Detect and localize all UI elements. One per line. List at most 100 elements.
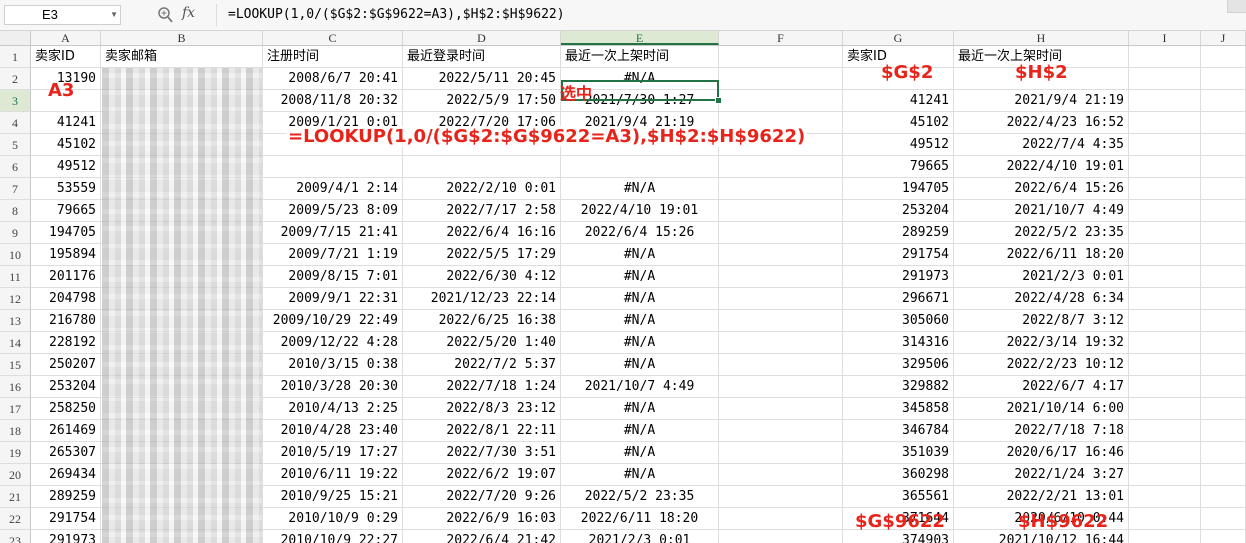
cell-f[interactable] <box>719 90 843 112</box>
cell-c[interactable]: 注册时间 <box>263 46 403 68</box>
cell-a[interactable]: 269434 <box>31 464 101 486</box>
cell-j[interactable] <box>1201 508 1246 530</box>
cell-h[interactable]: 2022/6/11 18:20 <box>954 244 1129 266</box>
cell-i[interactable] <box>1129 178 1201 200</box>
cell-j[interactable] <box>1201 530 1246 543</box>
cell-i[interactable] <box>1129 288 1201 310</box>
cell-d[interactable]: 2022/7/20 9:26 <box>403 486 561 508</box>
cell-i[interactable] <box>1129 266 1201 288</box>
row-number[interactable]: 11 <box>0 266 31 288</box>
cell-f[interactable] <box>719 530 843 543</box>
row-number[interactable]: 5 <box>0 134 31 156</box>
cell-j[interactable] <box>1201 134 1246 156</box>
cell-j[interactable] <box>1201 376 1246 398</box>
cell-d[interactable]: 2022/7/30 3:51 <box>403 442 561 464</box>
cell-h[interactable]: 最近一次上架时间 <box>954 46 1129 68</box>
cell-g[interactable]: 365561 <box>843 486 954 508</box>
cell-a[interactable] <box>31 90 101 112</box>
cell-d[interactable] <box>403 156 561 178</box>
cell-e[interactable]: #N/A <box>561 244 719 266</box>
cell-i[interactable] <box>1129 222 1201 244</box>
cell-i[interactable] <box>1129 244 1201 266</box>
cell-h[interactable]: 2022/4/10 19:01 <box>954 156 1129 178</box>
cell-h[interactable]: 2022/4/28 6:34 <box>954 288 1129 310</box>
cell-f[interactable] <box>719 398 843 420</box>
cell-g[interactable]: 329882 <box>843 376 954 398</box>
cell-e[interactable]: 2021/10/7 4:49 <box>561 376 719 398</box>
cell-j[interactable] <box>1201 222 1246 244</box>
cell-f[interactable] <box>719 266 843 288</box>
cell-j[interactable] <box>1201 464 1246 486</box>
column-header-c[interactable]: C <box>263 31 403 45</box>
cell-i[interactable] <box>1129 508 1201 530</box>
cell-c[interactable]: 2010/5/19 17:27 <box>263 442 403 464</box>
cell-c[interactable]: 2009/12/22 4:28 <box>263 332 403 354</box>
cell-j[interactable] <box>1201 332 1246 354</box>
cell-a[interactable]: 195894 <box>31 244 101 266</box>
cell-c[interactable]: 2009/10/29 22:49 <box>263 310 403 332</box>
cell-a[interactable]: 253204 <box>31 376 101 398</box>
cell-c[interactable]: 2009/9/1 22:31 <box>263 288 403 310</box>
cell-c[interactable]: 2009/5/23 8:09 <box>263 200 403 222</box>
cell-c[interactable]: 2009/8/15 7:01 <box>263 266 403 288</box>
row-number[interactable]: 20 <box>0 464 31 486</box>
cell-f[interactable] <box>719 46 843 68</box>
cell-a[interactable]: 45102 <box>31 134 101 156</box>
cell-e[interactable]: #N/A <box>561 442 719 464</box>
cell-a[interactable]: 250207 <box>31 354 101 376</box>
row-number[interactable]: 13 <box>0 310 31 332</box>
cell-j[interactable] <box>1201 156 1246 178</box>
cell-g[interactable]: 351039 <box>843 442 954 464</box>
cell-f[interactable] <box>719 332 843 354</box>
cell-d[interactable]: 2022/5/9 17:50 <box>403 90 561 112</box>
formula-input[interactable]: =LOOKUP(1,0/($G$2:$G$9622=A3),$H$2:$H$96… <box>228 7 565 22</box>
cell-d[interactable]: 2022/6/4 16:16 <box>403 222 561 244</box>
cell-d[interactable]: 2022/7/18 1:24 <box>403 376 561 398</box>
cell-g[interactable]: 329506 <box>843 354 954 376</box>
cell-c[interactable]: 2009/7/15 21:41 <box>263 222 403 244</box>
cell-g[interactable]: 371644 <box>843 508 954 530</box>
row-number[interactable]: 6 <box>0 156 31 178</box>
cell-d[interactable]: 2022/7/2 5:37 <box>403 354 561 376</box>
cell-i[interactable] <box>1129 46 1201 68</box>
cell-j[interactable] <box>1201 112 1246 134</box>
cell-h[interactable]: 2022/4/23 16:52 <box>954 112 1129 134</box>
cell-h[interactable]: 2022/7/4 4:35 <box>954 134 1129 156</box>
fill-handle[interactable] <box>715 97 722 104</box>
cell-h[interactable]: 2022/6/4 15:26 <box>954 178 1129 200</box>
row-number[interactable]: 8 <box>0 200 31 222</box>
cell-d[interactable]: 2022/6/2 19:07 <box>403 464 561 486</box>
cell-a[interactable]: 53559 <box>31 178 101 200</box>
column-header-f[interactable]: F <box>719 31 843 45</box>
cell-e[interactable]: #N/A <box>561 178 719 200</box>
cell-i[interactable] <box>1129 68 1201 90</box>
cell-d[interactable]: 2021/12/23 22:14 <box>403 288 561 310</box>
column-header-j[interactable]: J <box>1201 31 1246 45</box>
column-header-d[interactable]: D <box>403 31 561 45</box>
row-number[interactable]: 3 <box>0 90 31 112</box>
formula-bar-expand-button[interactable] <box>1227 0 1246 13</box>
cell-e[interactable]: 2022/5/2 23:35 <box>561 486 719 508</box>
cell-h[interactable]: 2020/6/17 16:46 <box>954 442 1129 464</box>
cell-i[interactable] <box>1129 486 1201 508</box>
cell-j[interactable] <box>1201 46 1246 68</box>
cell-h[interactable]: 2021/2/3 0:01 <box>954 266 1129 288</box>
cell-g[interactable]: 360298 <box>843 464 954 486</box>
cell-h[interactable]: 2020/6/10 0:44 <box>954 508 1129 530</box>
column-header-g[interactable]: G <box>843 31 954 45</box>
cell-h[interactable]: 2022/6/7 4:17 <box>954 376 1129 398</box>
cell-a[interactable]: 291973 <box>31 530 101 543</box>
chevron-down-icon[interactable]: ▼ <box>110 10 118 19</box>
cell-f[interactable] <box>719 134 843 156</box>
row-number[interactable]: 16 <box>0 376 31 398</box>
cell-f[interactable] <box>719 200 843 222</box>
cell-f[interactable] <box>719 156 843 178</box>
cell-d[interactable]: 2022/7/17 2:58 <box>403 200 561 222</box>
cell-j[interactable] <box>1201 354 1246 376</box>
cell-b[interactable]: 卖家邮箱 <box>101 46 263 68</box>
cell-a[interactable]: 291754 <box>31 508 101 530</box>
cell-i[interactable] <box>1129 420 1201 442</box>
row-number[interactable]: 15 <box>0 354 31 376</box>
row-number[interactable]: 19 <box>0 442 31 464</box>
cell-i[interactable] <box>1129 200 1201 222</box>
